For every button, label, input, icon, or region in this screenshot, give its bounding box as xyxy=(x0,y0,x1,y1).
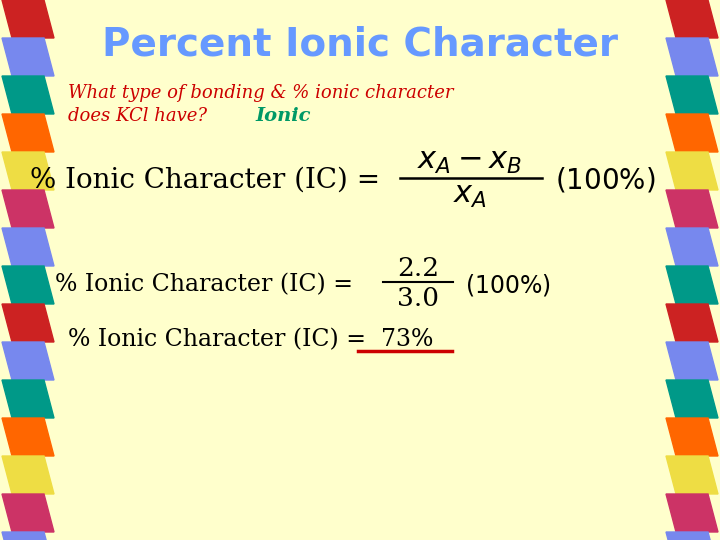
Polygon shape xyxy=(666,114,718,152)
Text: 2.2: 2.2 xyxy=(397,255,439,280)
Polygon shape xyxy=(2,38,54,76)
Text: % Ionic Character (IC) =  73%: % Ionic Character (IC) = 73% xyxy=(68,328,433,352)
Polygon shape xyxy=(666,76,718,114)
Text: $\mathit{x}_A - \mathit{x}_B$: $\mathit{x}_A - \mathit{x}_B$ xyxy=(418,147,523,177)
Polygon shape xyxy=(666,228,718,266)
Polygon shape xyxy=(666,190,718,228)
Polygon shape xyxy=(666,0,718,38)
Polygon shape xyxy=(666,304,718,342)
Text: 3.0: 3.0 xyxy=(397,286,439,310)
Polygon shape xyxy=(666,266,718,304)
Polygon shape xyxy=(666,380,718,418)
Polygon shape xyxy=(2,304,54,342)
Polygon shape xyxy=(666,342,718,380)
Polygon shape xyxy=(666,418,718,456)
Polygon shape xyxy=(2,228,54,266)
Polygon shape xyxy=(2,342,54,380)
Polygon shape xyxy=(2,266,54,304)
Text: Ionic: Ionic xyxy=(255,107,310,125)
Text: % Ionic Character (IC) =: % Ionic Character (IC) = xyxy=(30,166,389,193)
Text: $(100\%)$: $(100\%)$ xyxy=(555,165,655,194)
Text: % Ionic Character (IC) =: % Ionic Character (IC) = xyxy=(55,273,361,296)
Text: does KCl have?: does KCl have? xyxy=(68,107,224,125)
Polygon shape xyxy=(666,532,718,540)
Polygon shape xyxy=(2,152,54,190)
Polygon shape xyxy=(2,0,54,38)
Polygon shape xyxy=(2,190,54,228)
Text: Percent Ionic Character: Percent Ionic Character xyxy=(102,26,618,64)
Polygon shape xyxy=(2,76,54,114)
Polygon shape xyxy=(666,456,718,494)
Text: What type of bonding & % ionic character: What type of bonding & % ionic character xyxy=(68,84,454,102)
Polygon shape xyxy=(2,380,54,418)
Polygon shape xyxy=(2,532,54,540)
Polygon shape xyxy=(666,494,718,532)
Polygon shape xyxy=(2,494,54,532)
Polygon shape xyxy=(2,418,54,456)
Polygon shape xyxy=(666,38,718,76)
Polygon shape xyxy=(2,114,54,152)
Text: $(100\%)$: $(100\%)$ xyxy=(465,272,551,298)
Text: $\mathit{x}_A$: $\mathit{x}_A$ xyxy=(453,181,487,211)
Polygon shape xyxy=(2,456,54,494)
Polygon shape xyxy=(666,152,718,190)
